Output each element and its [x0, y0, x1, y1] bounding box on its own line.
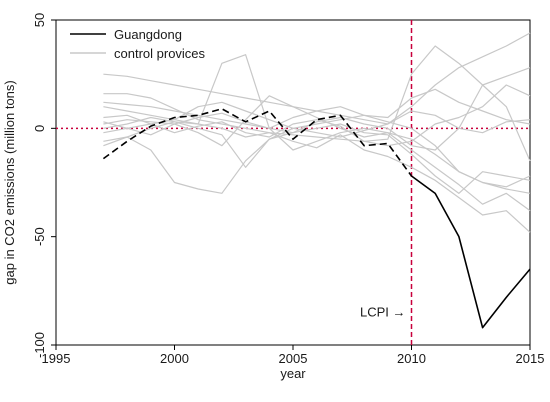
series-line-control-3 — [103, 88, 531, 194]
series-line-control-6 — [103, 121, 531, 233]
series-line-guangdong-pre — [102, 108, 413, 177]
y-tick-label: 0 — [32, 125, 47, 132]
series-line-control-8 — [103, 84, 531, 147]
series-line-control-7 — [103, 116, 531, 194]
legend-label-control: control provices — [114, 46, 206, 61]
series-line-control-2 — [103, 45, 531, 142]
x-tick-label: 1995 — [42, 351, 71, 366]
x-tick-label: 2010 — [397, 351, 426, 366]
legend: Guangdong control provices — [70, 27, 206, 61]
axes: 1995 2000 2005 2010 2015 50 0 -50 -100 — [32, 13, 544, 366]
x-tick-label: 2005 — [279, 351, 308, 366]
y-tick-label: -50 — [32, 227, 47, 246]
series-line-control-10 — [103, 101, 531, 138]
y-tick-label: 50 — [32, 13, 47, 27]
series-line-control-5 — [103, 95, 531, 212]
y-axis-title: gap in CO2 emissions (million tons) — [2, 80, 17, 284]
series-line-guangdong-post — [411, 175, 531, 329]
x-axis-title: year — [280, 366, 306, 381]
x-tick-label: 2015 — [516, 351, 545, 366]
lcpi-annotation: LCPI → — [360, 305, 406, 320]
series-lines — [102, 32, 531, 329]
reference-lines — [56, 20, 530, 345]
x-tick-label: 2000 — [160, 351, 189, 366]
series-line-control-11 — [103, 106, 531, 188]
plot-border — [55, 19, 531, 346]
y-tick-label: -100 — [32, 332, 47, 358]
plot-frame — [55, 19, 531, 346]
legend-label-guangdong: Guangdong — [114, 27, 182, 42]
